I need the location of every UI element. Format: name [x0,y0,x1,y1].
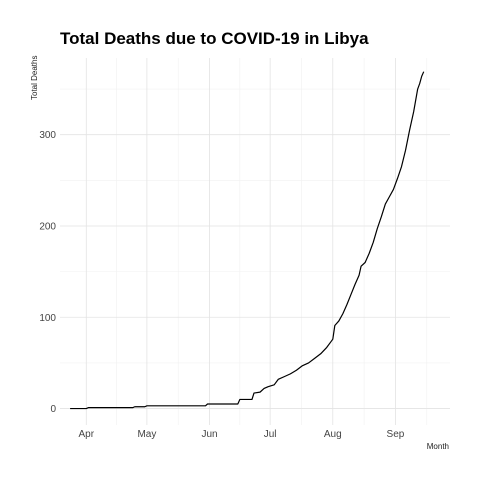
y-tick-label: 200 [39,221,56,232]
grid [60,58,450,425]
chart-title: Total Deaths due to COVID-19 in Libya [60,29,369,48]
x-tick-label: Apr [78,429,94,440]
x-tick-label: Jun [201,429,217,440]
y-axis-title: Total Deaths [30,56,39,100]
x-tick-label: Sep [387,429,405,440]
series-line [70,71,425,410]
y-tick-label: 0 [50,404,56,415]
y-tick-label: 100 [39,313,56,324]
y-tick-label: 300 [39,130,56,141]
ticks: 0 100 200 300 Apr May Jun Jul Aug Sep [39,130,404,440]
series [70,71,425,410]
x-tick-label: Aug [324,429,342,440]
x-tick-label: May [137,429,156,440]
x-axis-title: Month [427,442,449,451]
x-tick-label: Jul [264,429,277,440]
